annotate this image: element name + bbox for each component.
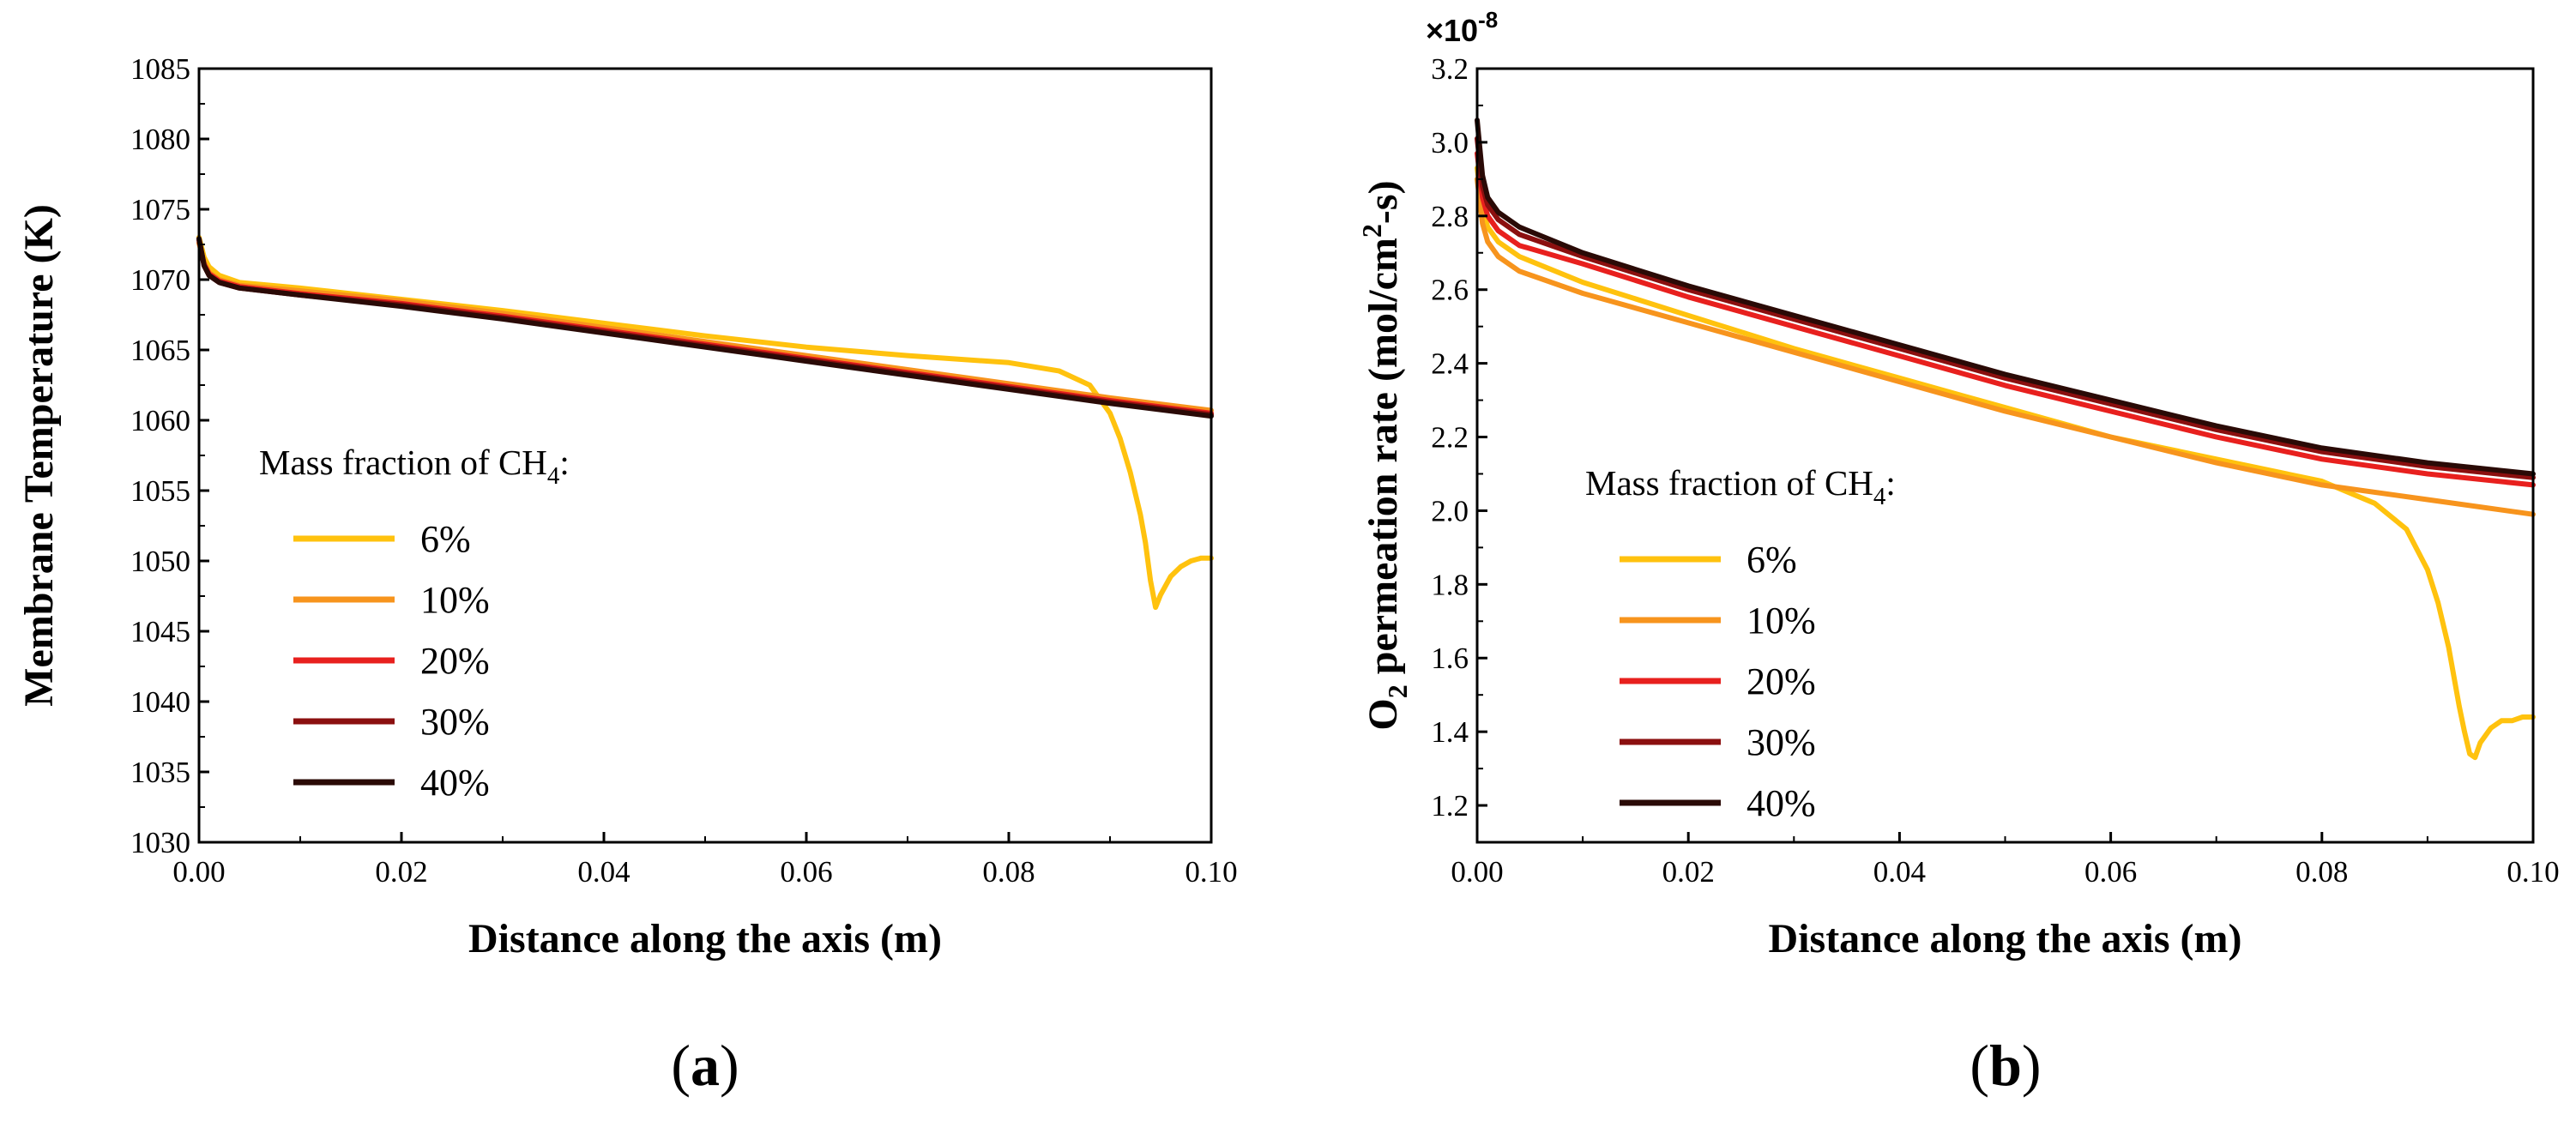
legend-label: 6%: [1746, 539, 1797, 581]
series-line-40pct: [1475, 118, 2536, 477]
y-tick-label: 1075: [130, 193, 190, 226]
y-tick-label: 2.4: [1431, 347, 1469, 381]
x-tick-label: 0.02: [375, 855, 427, 889]
y-tick-label: 3.0: [1431, 126, 1469, 160]
y-tick-label: 1045: [130, 615, 190, 648]
x-tick-label: 0.04: [577, 855, 630, 889]
y-tick-label: 1065: [130, 334, 190, 367]
y-tick-label: 2.2: [1431, 421, 1469, 455]
y-axis-label: Membrane Temperature (K): [16, 204, 62, 707]
x-tick-label: 0.08: [982, 855, 1035, 889]
y-tick-label: 1085: [130, 52, 190, 86]
legend-item: 20%: [293, 640, 490, 682]
x-tick-label: 0.00: [172, 855, 225, 889]
legend: Mass fraction of CH4: 6% 10% 20% 30% 40%: [259, 443, 570, 804]
y-tick-label: 1055: [130, 474, 190, 508]
x-tick-label: 0.02: [1662, 855, 1715, 889]
x-tick-label: 0.06: [2084, 855, 2137, 889]
legend-label: 20%: [420, 640, 490, 682]
chart-panel-b: 0.00 0.02 0.04 0.06 0.08 0.10 1.2 1.4 1.6 1.8 2.0 2…: [1356, 7, 2560, 1098]
legend-label: 20%: [1746, 660, 1816, 702]
x-tick-label: 0.04: [1873, 855, 1926, 889]
y-tick-label: 3.2: [1431, 52, 1469, 86]
y-tick-label: 1.2: [1431, 789, 1469, 823]
legend-label: 6%: [420, 518, 471, 560]
series-line-20pct: [196, 238, 1214, 416]
panel-label: (a): [671, 1033, 739, 1098]
y-axis-label: O2 permeation rate (mol/cm2-s): [1356, 180, 1413, 730]
series-line-40pct: [196, 236, 1214, 419]
legend-item: 6%: [293, 518, 471, 560]
x-tick-label: 0.06: [780, 855, 832, 889]
x-tick-label: 0.10: [2507, 855, 2559, 889]
x-axis-label: Distance along the axis (m): [1769, 916, 2242, 961]
y-tick-label: 1070: [130, 263, 190, 297]
x-tick-label: 0.10: [1185, 855, 1237, 889]
y-tick-label: 2.8: [1431, 200, 1469, 233]
legend-item: 10%: [293, 579, 490, 621]
legend-label: 40%: [1746, 782, 1816, 824]
y-tick-label: 1.6: [1431, 642, 1469, 675]
legend-item: 6%: [1620, 539, 1797, 581]
series-line-10pct: [196, 240, 1214, 413]
legend-label: 10%: [420, 579, 490, 621]
legend-title: Mass fraction of CH4:: [259, 443, 570, 490]
x-tick-label: 0.00: [1451, 855, 1503, 889]
x-axis-label: Distance along the axis (m): [468, 916, 942, 961]
series-lines: [1475, 118, 2536, 761]
legend-title: Mass fraction of CH4:: [1585, 463, 1896, 510]
series-line-10pct: [1475, 176, 2536, 517]
y-tick-label: 1040: [130, 685, 190, 719]
y-tick-label: 1060: [130, 404, 190, 437]
legend-label: 30%: [420, 701, 490, 743]
y-tick-label: 1050: [130, 545, 190, 578]
legend-item: 10%: [1620, 600, 1816, 642]
chart-panel-a: 0.00 0.02 0.04 0.06 0.08 0.10 1030 1035 1040 1045…: [16, 52, 1238, 1098]
y-tick-label: 2.6: [1431, 274, 1469, 307]
legend-item: 40%: [1620, 782, 1816, 824]
panel-label: (b): [1970, 1033, 2041, 1098]
legend-item: 40%: [293, 762, 490, 804]
legend-item: 30%: [293, 701, 490, 743]
legend: Mass fraction of CH4: 6% 10% 20% 30% 40%: [1585, 463, 1896, 824]
legend-label: 10%: [1746, 600, 1816, 642]
y-multiplier: ×10-8: [1426, 7, 1498, 48]
legend-label: 40%: [420, 762, 490, 804]
y-tick-label: 1030: [130, 826, 190, 859]
series-lines: [196, 234, 1214, 611]
series-line-20pct: [1475, 150, 2536, 488]
x-tick-label: 0.08: [2295, 855, 2348, 889]
y-tick-label: 1080: [130, 123, 190, 156]
series-line-6pct: [196, 234, 1214, 611]
y-tick-label: 1035: [130, 756, 190, 789]
series-line-30pct: [1475, 136, 2536, 480]
legend-label: 30%: [1746, 721, 1816, 763]
legend-item: 30%: [1620, 721, 1816, 763]
y-tick-label: 1.8: [1431, 568, 1469, 601]
y-tick-label: 2.0: [1431, 494, 1469, 527]
series-line-6pct: [1475, 166, 2536, 761]
legend-item: 20%: [1620, 660, 1816, 702]
y-tick-label: 1.4: [1431, 715, 1469, 749]
